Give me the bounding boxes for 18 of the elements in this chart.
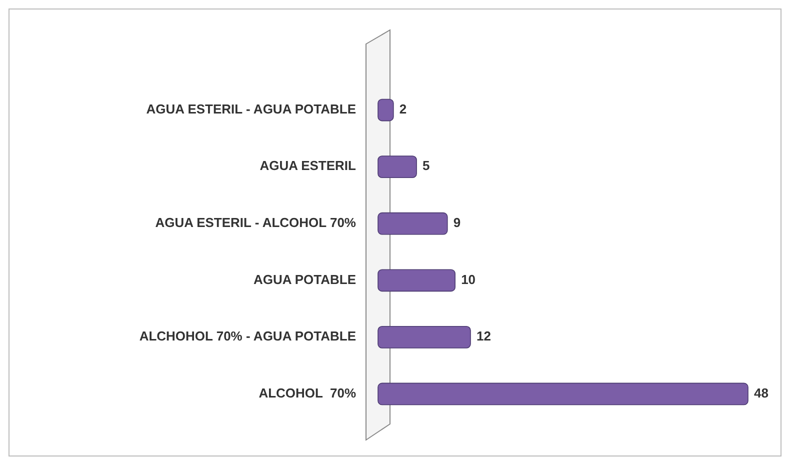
y-tick-label: ALCHOHOL 70% - AGUA POTABLE [139, 328, 356, 344]
bar [378, 212, 448, 235]
data-label: 10 [461, 272, 476, 287]
y-tick-label: AGUA ESTERIL [260, 158, 356, 174]
y-tick-label: AGUA POTABLE [253, 272, 356, 287]
data-label: 5 [422, 158, 430, 174]
data-label: 2 [399, 101, 407, 116]
bar [378, 382, 748, 406]
bar [378, 269, 456, 292]
bar [378, 326, 471, 348]
y-tick-label: AGUA ESTERIL - AGUA POTABLE [146, 101, 356, 116]
bar [378, 98, 394, 122]
y-tick-label: AGUA ESTERIL - ALCOHOL 70% [155, 215, 356, 230]
data-label: 9 [453, 215, 461, 230]
bar [378, 156, 417, 178]
data-label: 12 [476, 328, 491, 344]
y-tick-label: ALCOHOL 70% [258, 385, 356, 400]
data-label: 48 [754, 385, 768, 400]
